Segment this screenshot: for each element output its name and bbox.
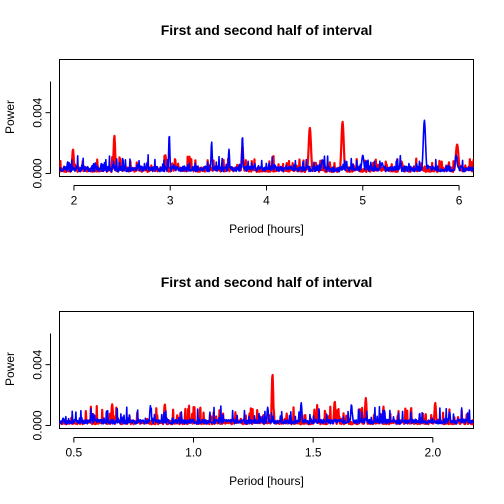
x-tick-label: 1.5 [305,446,322,460]
x-tick-label: 2.0 [424,446,441,460]
x-axis-bottom: 0.5 1.0 1.5 2.0 [66,437,441,460]
y-axis-bottom: 0.000 0.004 [31,333,51,440]
chart-panel-bottom: First and second half of interval Period… [3,274,474,488]
x-axis-label-top: Period [hours] [229,222,304,236]
x-tick-label: 4 [263,194,270,208]
chart-panel-top: First and second half of interval Period… [3,22,474,236]
y-axis-label-bottom: Power [3,352,17,386]
y-tick-label: 0.004 [31,349,45,379]
x-tick-label: 3 [167,194,174,208]
y-tick-label: 0.004 [31,97,45,127]
x-axis-top: 2 3 4 5 6 [71,185,463,208]
chart-title-bottom: First and second half of interval [161,274,373,290]
series-group-bottom [59,373,474,426]
series-group-top [59,119,474,174]
series-blue-line [59,401,474,425]
chart-title-top: First and second half of interval [161,22,373,38]
y-axis-label-top: Power [3,100,17,134]
x-axis-label-bottom: Period [hours] [229,474,304,488]
y-tick-label: 0.000 [31,158,45,188]
y-tick-label: 0.000 [31,410,45,440]
x-tick-label: 5 [359,194,366,208]
plot-frame-top [59,59,474,177]
plot-frame-bottom [59,311,474,429]
x-tick-label: 2 [71,194,78,208]
x-tick-label: 6 [456,194,463,208]
x-tick-label: 1.0 [185,446,202,460]
x-tick-label: 0.5 [66,446,83,460]
y-axis-top: 0.000 0.004 [31,81,51,188]
series-blue-line [59,119,474,173]
